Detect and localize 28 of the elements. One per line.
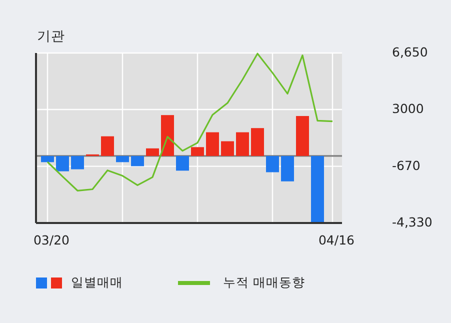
y-tick-label: 3000 xyxy=(392,100,424,116)
legend-label: 누적 매매동향 xyxy=(223,274,305,290)
x-tick-label: 04/16 xyxy=(318,232,355,248)
bar xyxy=(236,132,249,156)
bar xyxy=(266,156,279,172)
y-tick-label: -670 xyxy=(392,158,420,173)
bar xyxy=(296,116,309,156)
line-series xyxy=(46,52,334,192)
bar xyxy=(281,156,294,182)
bar xyxy=(251,128,264,156)
bar xyxy=(101,136,114,156)
bar xyxy=(176,156,189,171)
legend-label: 일별매매 xyxy=(71,274,123,290)
bar xyxy=(221,141,234,156)
bar xyxy=(311,156,324,223)
chart-title: 기관 xyxy=(37,28,65,45)
bar xyxy=(41,156,54,162)
bar xyxy=(116,156,129,162)
bar xyxy=(131,156,144,166)
x-tick-label: 03/20 xyxy=(33,232,70,248)
bar xyxy=(161,115,174,156)
y-tick-label: -4,330 xyxy=(392,214,432,230)
bar xyxy=(191,147,204,156)
y-tick-label: 6,650 xyxy=(392,44,428,60)
bar xyxy=(146,148,159,156)
bar xyxy=(206,132,219,156)
bar xyxy=(71,156,84,170)
bar xyxy=(56,156,69,172)
